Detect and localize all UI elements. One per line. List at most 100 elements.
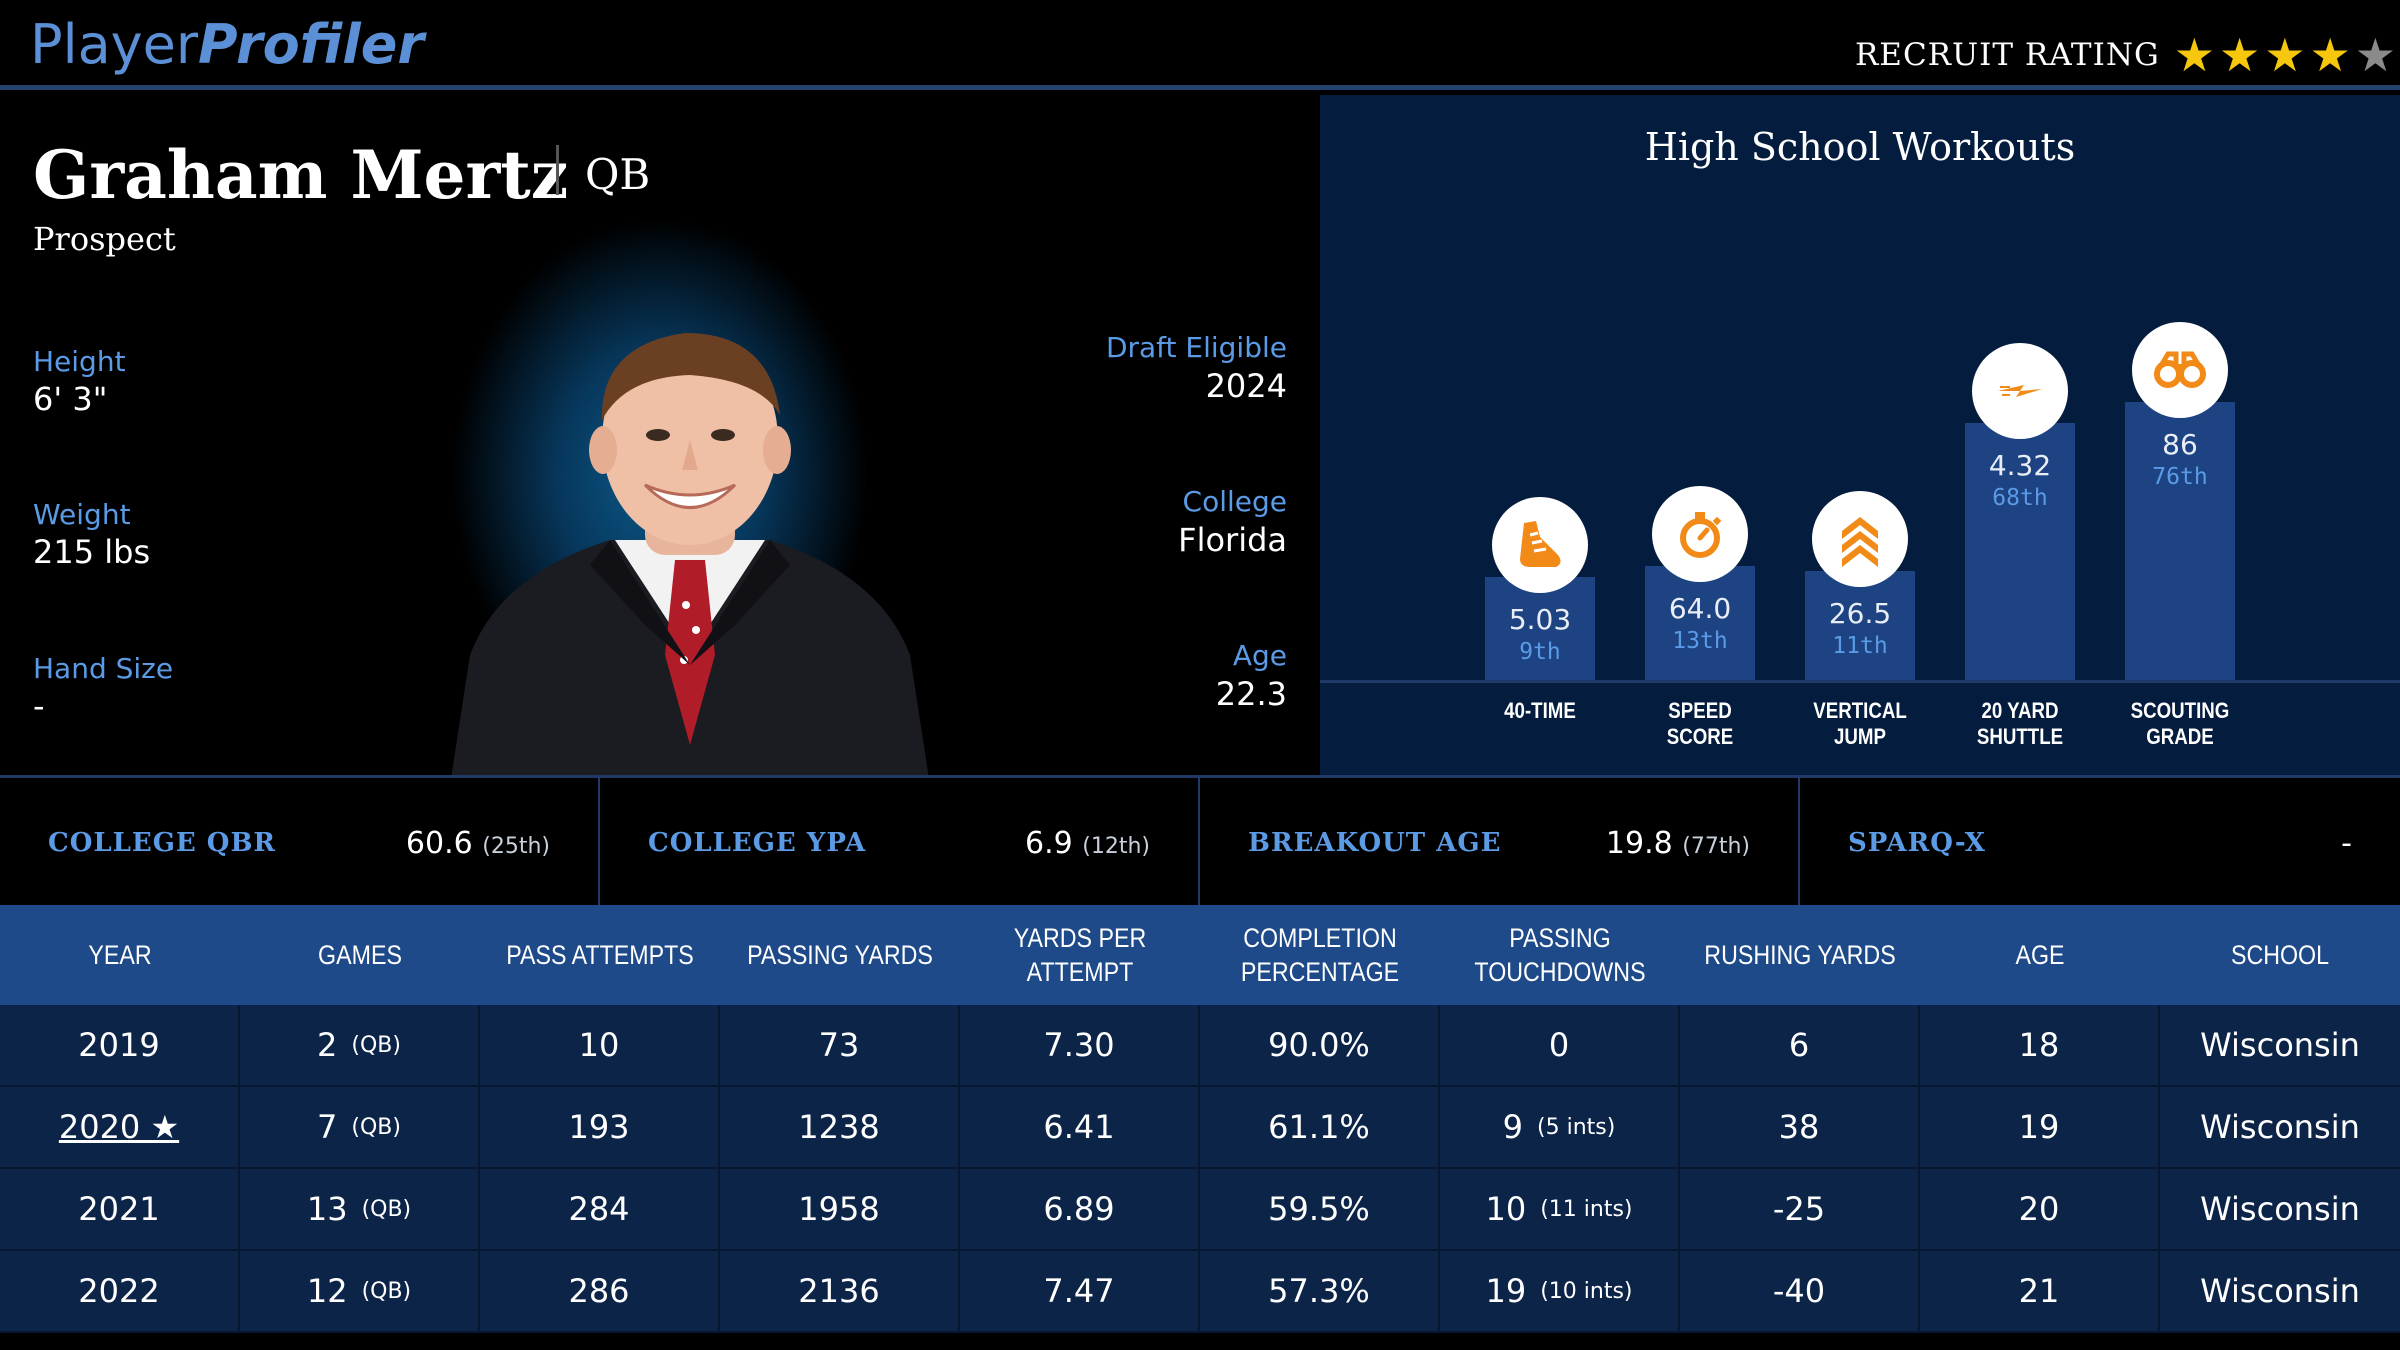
draft-eligible-value: 2024 <box>1205 367 1287 405</box>
metric-rank: (25th) <box>482 834 550 859</box>
workout-label: SPEED SCORE <box>1632 698 1768 750</box>
cell-value: 19 <box>1485 1272 1527 1310</box>
cell-value: 9 <box>1502 1108 1524 1146</box>
workout-label-line: SCOUTING <box>2130 698 2230 723</box>
site-header: PlayerProfiler RECRUIT RATING ★★★★★ <box>0 0 2400 90</box>
table-cell: 6 <box>1680 1005 1920 1085</box>
metric-value: 19.8 (77th) <box>1606 826 1750 861</box>
workout-percentile: 68th <box>1992 485 2048 512</box>
recruit-stars: ★★★★★ <box>2174 30 2400 80</box>
cell-value: 2 <box>317 1026 338 1064</box>
table-cell: 61.1% <box>1200 1087 1440 1167</box>
cell-value: 0 <box>1548 1026 1570 1064</box>
workout-value: 86 <box>2162 428 2198 462</box>
metric-value: - <box>2341 826 2352 861</box>
cell-value: 10 <box>578 1026 620 1064</box>
player-name: Graham Mertz <box>33 136 569 214</box>
workout-value: 26.5 <box>1828 597 1892 631</box>
table-cell[interactable]: 2020 ★ <box>0 1087 240 1167</box>
column-header-line: RUSHING YARDS <box>1704 940 1896 970</box>
column-header[interactable]: SCHOOL <box>2177 905 2383 1005</box>
column-header[interactable]: COMPLETION PERCENTAGE <box>1217 905 1423 1005</box>
workout-label: VERTICAL JUMP <box>1792 698 1928 750</box>
table-cell: 2019 <box>0 1005 240 1085</box>
workout-label-line: GRADE <box>2146 724 2214 749</box>
cell-value: 13 <box>306 1190 348 1228</box>
binoculars-icon <box>2132 322 2228 419</box>
player-profile-panel: Graham Mertz QB Prospect Height 6' 3" We… <box>0 95 1320 775</box>
college-metrics-strip: COLLEGE QBR 60.6 (25th) COLLEGE YPA 6.9 … <box>0 775 2400 908</box>
table-cell: 193 <box>480 1087 720 1167</box>
table-cell: 284 <box>480 1169 720 1249</box>
table-cell: 2021 <box>0 1169 240 1249</box>
workout-bar[interactable] <box>1805 571 1915 680</box>
table-cell: 20 <box>1920 1169 2160 1249</box>
table-cell: 57.3% <box>1200 1251 1440 1331</box>
column-header[interactable]: RUSHING YARDS <box>1697 905 1903 1005</box>
column-header-line: TOUCHDOWNS <box>1474 957 1646 987</box>
cell-value: 6.89 <box>1043 1190 1115 1228</box>
column-header[interactable]: GAMES <box>257 905 463 1005</box>
column-header-line: YEAR <box>88 940 152 970</box>
cell-value: 7.30 <box>1043 1026 1115 1064</box>
table-cell: 38 <box>1680 1087 1920 1167</box>
cell-value: 12 <box>306 1272 348 1310</box>
workout-label: 20 YARD SHUTTLE <box>1952 698 2088 750</box>
workout-label-line: VERTICAL <box>1813 698 1907 723</box>
cell-value: 90.0% <box>1268 1026 1370 1064</box>
breakout-year-link[interactable]: 2020 ★ <box>58 1108 180 1146</box>
workout-bar[interactable] <box>2125 402 2235 680</box>
table-cell: 1238 <box>720 1087 960 1167</box>
table-cell: 19 <box>1920 1087 2160 1167</box>
cell-value: 286 <box>568 1272 630 1310</box>
cell-subvalue: (QB) <box>351 1032 401 1058</box>
table-cell: 7.47 <box>960 1251 1200 1331</box>
column-header[interactable]: PASS ATTEMPTS <box>497 905 703 1005</box>
cell-subvalue: (QB) <box>361 1196 412 1222</box>
cell-value: 2022 <box>78 1272 160 1310</box>
cell-value: 61.1% <box>1268 1108 1370 1146</box>
metric-value: 60.6 (25th) <box>406 826 550 861</box>
star-filled-icon: ★ <box>2264 28 2306 82</box>
table-row: 2021 13 (QB) 284 1958 6.89 59.5% 10 (11 ints) -25… <box>0 1169 2400 1251</box>
cell-value: 57.3% <box>1268 1272 1370 1310</box>
table-cell: 9 (5 ints) <box>1440 1087 1680 1167</box>
player-position: QB <box>585 150 651 199</box>
column-header[interactable]: PASSING YARDS <box>737 905 943 1005</box>
cell-value: 73 <box>818 1026 860 1064</box>
workout-bar[interactable] <box>1485 576 1595 680</box>
metric-breakout-age: BREAKOUT AGE 19.8 (77th) <box>1200 778 1800 908</box>
column-header[interactable]: AGE <box>1937 905 2143 1005</box>
metric-label: COLLEGE YPA <box>648 828 867 858</box>
workout-label-line: 20 YARD <box>1981 698 2059 723</box>
table-cell: 286 <box>480 1251 720 1331</box>
chevrons-up-icon <box>1812 491 1908 588</box>
table-cell: 6.89 <box>960 1169 1200 1249</box>
table-row: 2022 12 (QB) 286 2136 7.47 57.3% 19 (10 ints) -40… <box>0 1251 2400 1333</box>
cell-value: 2136 <box>798 1272 880 1310</box>
star-filled-icon: ★ <box>2309 28 2351 82</box>
cell-value: 19 <box>2018 1108 2060 1146</box>
cell-value: 59.5% <box>1268 1190 1370 1228</box>
column-header[interactable]: PASSING TOUCHDOWNS <box>1457 905 1663 1005</box>
site-logo[interactable]: PlayerProfiler <box>30 14 424 76</box>
workout-bar[interactable] <box>1965 423 2075 680</box>
cell-value: Wisconsin <box>2200 1026 2360 1064</box>
column-header[interactable]: YARDS PER ATTEMPT <box>977 905 1183 1005</box>
cell-value: 2021 <box>78 1190 160 1228</box>
table-cell: 2022 <box>0 1251 240 1331</box>
cell-subvalue: (11 ints) <box>1540 1196 1633 1222</box>
metric-label: BREAKOUT AGE <box>1248 828 1502 858</box>
metric-value: 6.9 (12th) <box>1025 826 1150 861</box>
workouts-title: High School Workouts <box>1644 125 2076 169</box>
player-status: Prospect <box>33 220 176 258</box>
table-cell: Wisconsin <box>2160 1251 2400 1331</box>
column-header[interactable]: YEAR <box>17 905 223 1005</box>
column-header-line: SCHOOL <box>2230 940 2330 970</box>
height-label: Height <box>33 345 126 378</box>
workout-bar[interactable] <box>1645 566 1755 680</box>
lightning-icon <box>1972 343 2068 440</box>
table-cell: 1958 <box>720 1169 960 1249</box>
star-filled-icon: ★ <box>2173 28 2215 82</box>
cell-value: 2019 <box>78 1026 160 1064</box>
